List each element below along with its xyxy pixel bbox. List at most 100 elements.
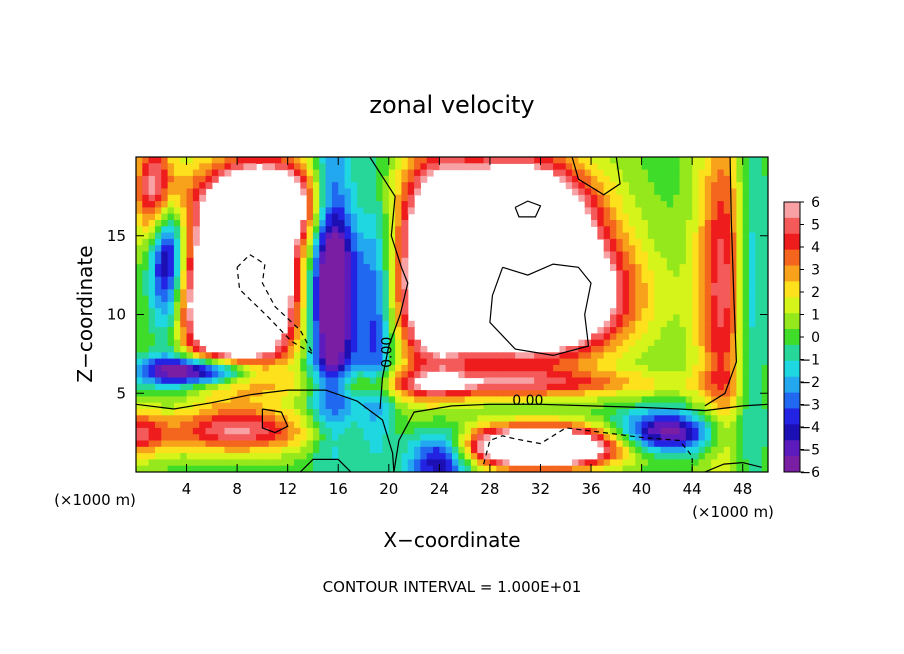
field-cell: [698, 157, 706, 164]
field-cell: [553, 352, 561, 360]
field-cell: [287, 465, 295, 472]
field-cell: [673, 364, 681, 372]
field-cell: [294, 390, 301, 397]
field-cell: [496, 364, 504, 372]
field-cell: [755, 327, 763, 334]
field-cell: [401, 283, 409, 290]
field-cell: [635, 440, 643, 448]
x-unit-left: (×1000 m): [54, 491, 136, 509]
field-cell: [319, 182, 327, 190]
field-cell: [136, 427, 143, 435]
field-cell: [136, 327, 143, 334]
field-cell: [376, 194, 384, 202]
field-cell: [717, 390, 725, 397]
field-cell: [218, 465, 226, 472]
field-cell: [635, 383, 643, 391]
field-cell: [654, 251, 662, 259]
field-cell: [224, 364, 232, 372]
field-cell: [426, 163, 434, 171]
field-cell: [628, 327, 636, 334]
field-cell: [685, 157, 693, 164]
field-cell: [306, 371, 314, 379]
field-cell: [730, 396, 737, 404]
field-cell: [325, 289, 333, 297]
field-cell: [363, 182, 371, 190]
field-cell: [647, 453, 655, 460]
field-cell: [610, 251, 617, 259]
field-cell: [749, 358, 756, 366]
field-cell: [376, 264, 384, 271]
field-cell: [711, 333, 719, 341]
field-cell: [256, 383, 263, 391]
field-cell: [262, 427, 270, 435]
field-cell: [306, 434, 314, 442]
field-cell: [622, 327, 630, 334]
field-cell: [186, 339, 194, 347]
field-cell: [477, 465, 485, 472]
field-cell: [679, 427, 687, 435]
field-cell: [666, 402, 674, 410]
field-cell: [180, 346, 188, 353]
field-cell: [211, 434, 219, 442]
field-cell: [331, 276, 339, 284]
field-cell: [338, 346, 346, 353]
field-cell: [287, 346, 295, 353]
field-cell: [161, 220, 169, 227]
field-cell: [742, 358, 750, 366]
field-cell: [344, 320, 352, 328]
field-cell: [540, 421, 548, 429]
field-cell: [331, 434, 339, 442]
field-cell: [660, 396, 668, 404]
field-cell: [749, 320, 756, 328]
field-cell: [331, 226, 339, 234]
field-cell: [470, 459, 478, 467]
field-cell: [388, 465, 396, 472]
field-cell: [268, 409, 276, 416]
field-cell: [211, 459, 219, 467]
field-cell: [294, 383, 301, 391]
field-cell: [426, 364, 434, 372]
field-cell: [660, 352, 668, 360]
field-cell: [654, 453, 662, 460]
field-cell: [294, 402, 301, 410]
field-cell: [148, 163, 156, 171]
field-cell: [749, 409, 756, 416]
field-cell: [300, 446, 308, 454]
field-cell: [692, 220, 700, 227]
field-cell: [603, 226, 611, 234]
field-cell: [218, 352, 226, 360]
field-cell: [306, 207, 314, 215]
field-cell: [388, 232, 396, 240]
field-cell: [414, 358, 421, 366]
field-cell: [692, 188, 700, 196]
field-cell: [401, 238, 409, 246]
field-cell: [142, 465, 150, 472]
field-cell: [205, 427, 213, 435]
field-cell: [635, 289, 643, 297]
field-cell: [262, 415, 270, 423]
field-cell: [186, 163, 194, 171]
field-cell: [628, 226, 636, 234]
field-cell: [205, 163, 213, 171]
field-cell: [161, 421, 169, 429]
field-cell: [199, 182, 207, 190]
field-cell: [736, 245, 744, 253]
field-cell: [527, 415, 535, 423]
field-cell: [717, 251, 725, 259]
field-cell: [489, 427, 497, 435]
field-cell: [262, 396, 270, 404]
field-cell: [161, 163, 169, 171]
field-cell: [704, 390, 712, 397]
field-cell: [388, 427, 396, 435]
field-cell: [698, 402, 706, 410]
field-cell: [363, 220, 371, 227]
field-cell: [312, 245, 320, 253]
field-cell: [376, 182, 384, 190]
field-cell: [515, 377, 523, 385]
field-cell: [186, 421, 194, 429]
field-cell: [736, 207, 744, 215]
field-cell: [673, 421, 681, 429]
field-cell: [647, 421, 655, 429]
field-cell: [350, 207, 358, 215]
field-cell: [464, 157, 472, 164]
